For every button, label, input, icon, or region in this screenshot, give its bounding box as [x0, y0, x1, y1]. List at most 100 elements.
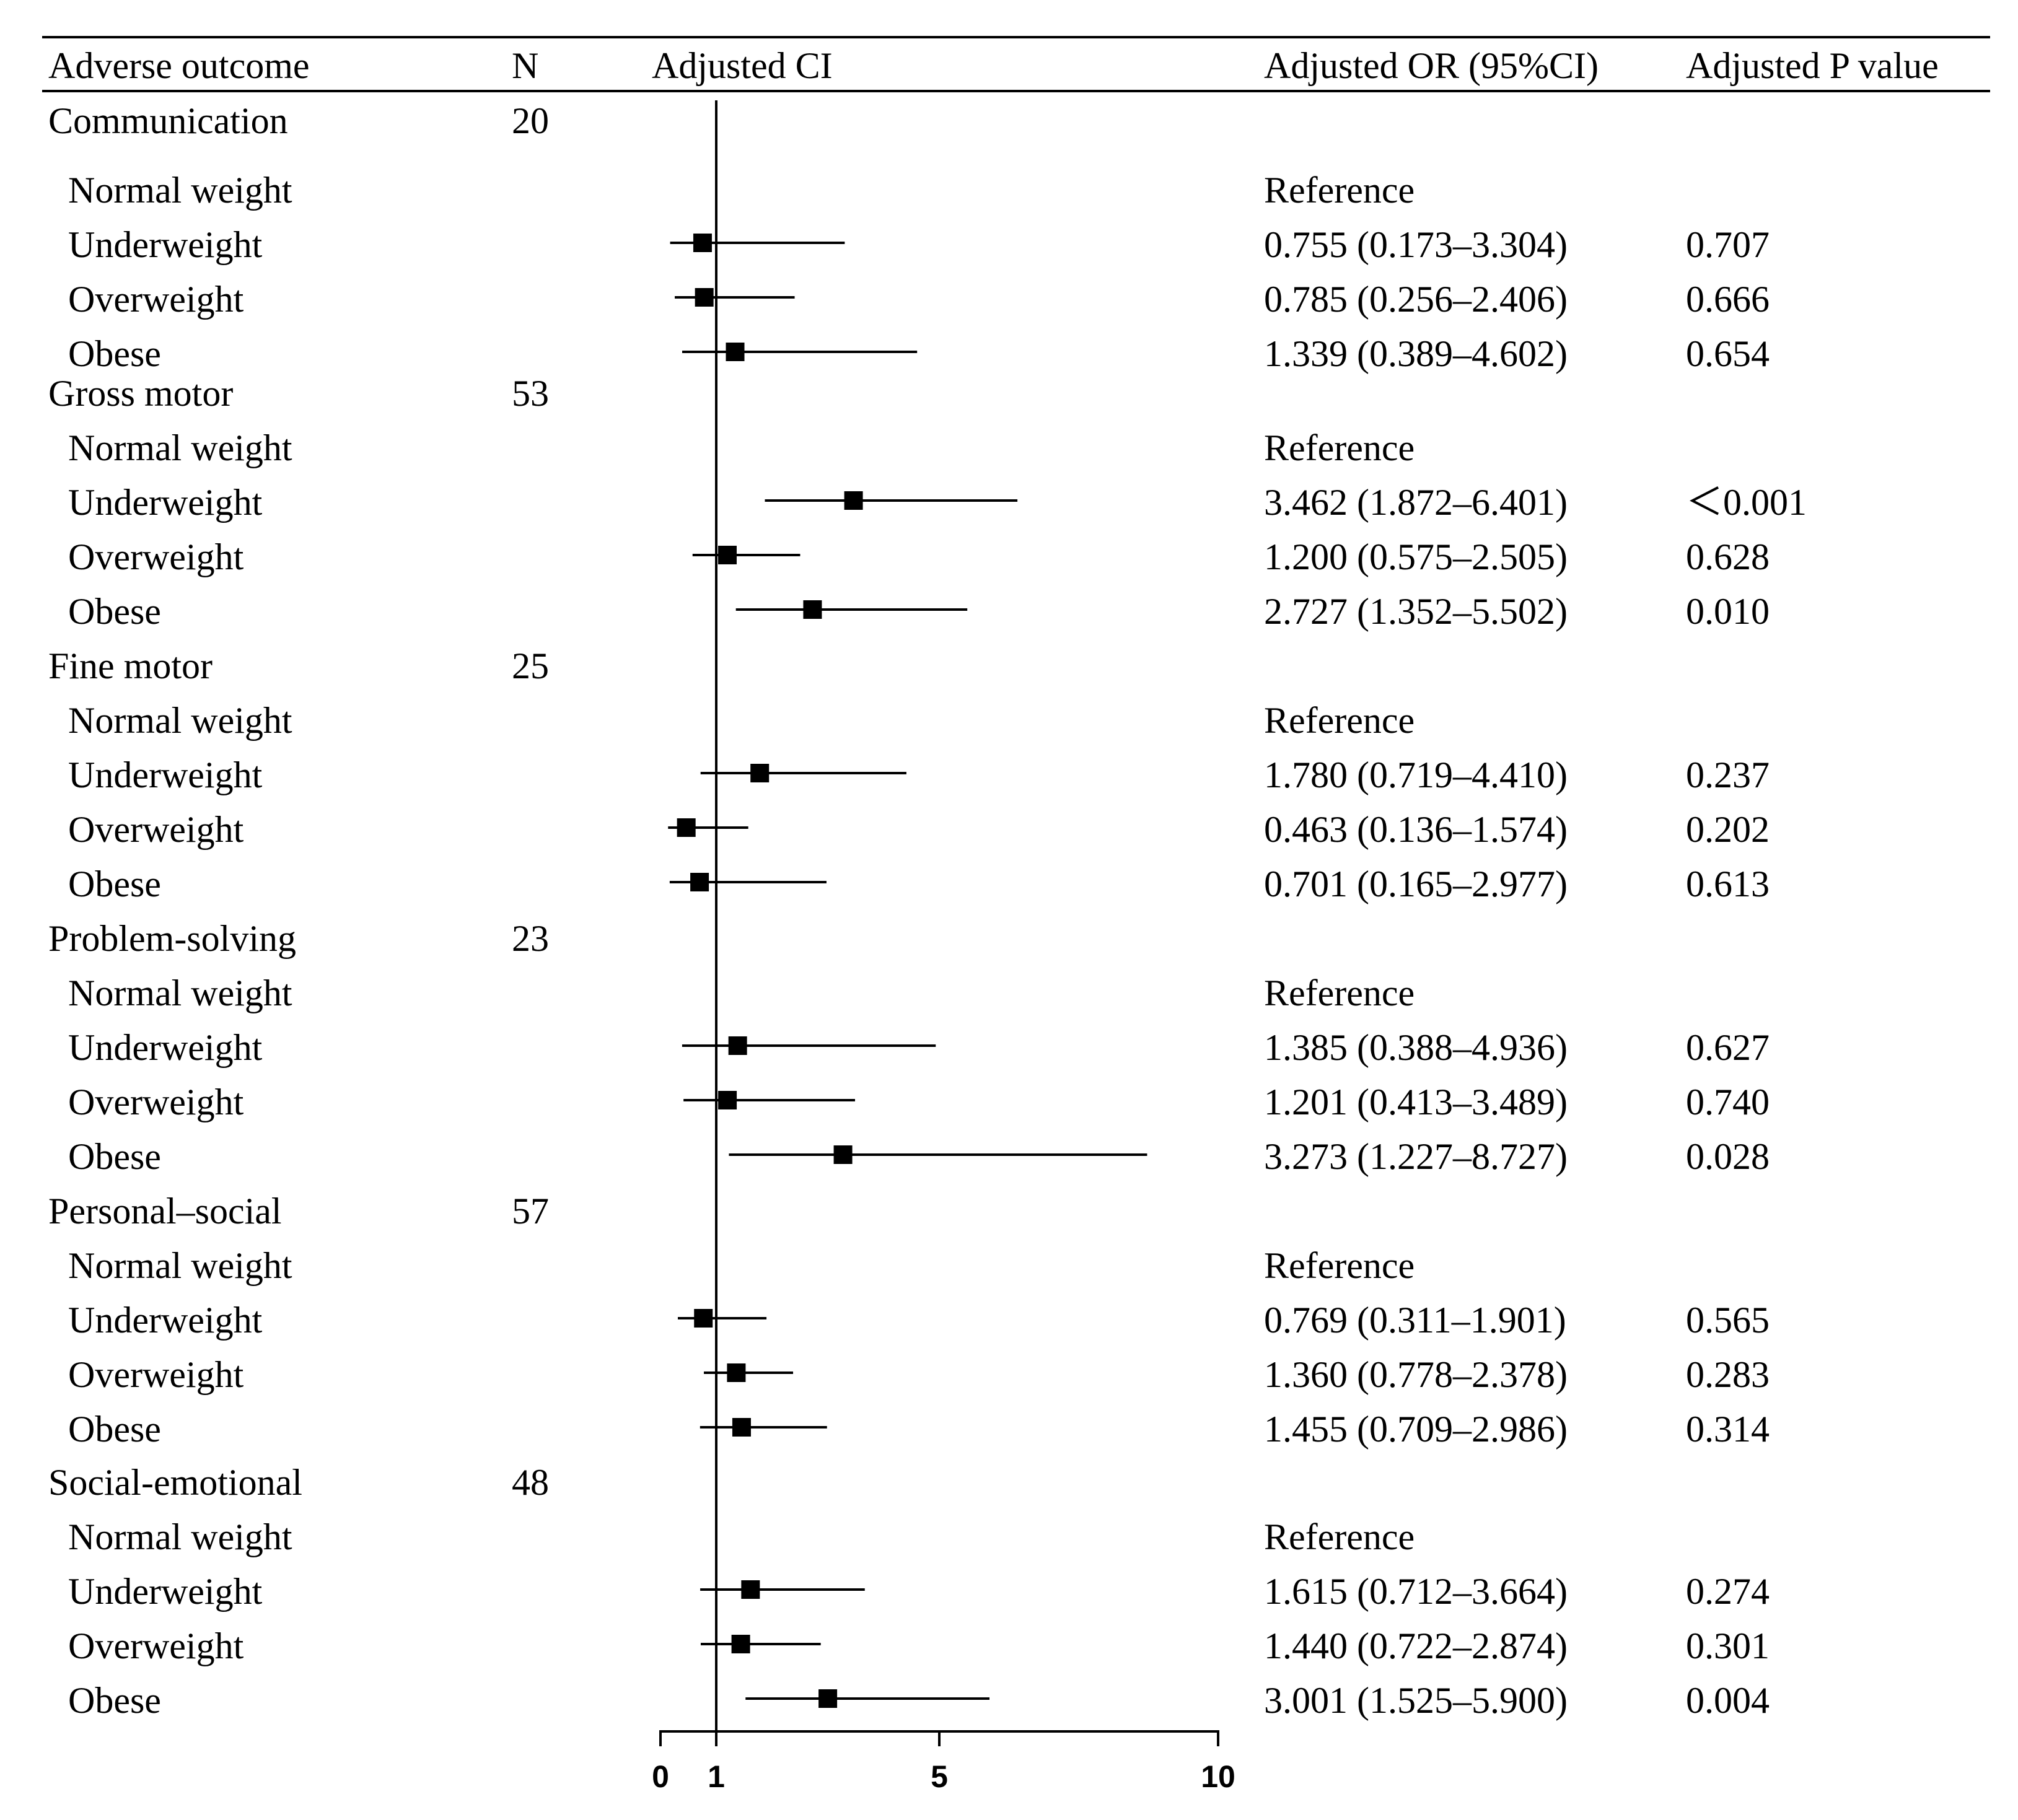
- group-n: 20: [512, 100, 549, 141]
- row-label: Underweight: [68, 482, 263, 523]
- row-label: Normal weight: [68, 1516, 292, 1557]
- row-label: Underweight: [68, 755, 263, 795]
- row-p: 0.565: [1686, 1300, 1770, 1341]
- row-p: 0.628: [1686, 536, 1770, 577]
- row-label: Normal weight: [68, 427, 292, 468]
- row-or: 0.463 (0.136–1.574): [1264, 809, 1568, 850]
- group-label: Fine motor: [48, 645, 213, 686]
- row-or: 3.462 (1.872–6.401): [1264, 482, 1568, 523]
- row-p: 0.666: [1686, 279, 1770, 320]
- or-point: [750, 764, 770, 782]
- row-or: 0.769 (0.311–1.901): [1264, 1300, 1566, 1341]
- row-or: 0.785 (0.256–2.406): [1264, 279, 1568, 320]
- group-n: 48: [512, 1462, 549, 1503]
- group-label: Social-emotional: [48, 1462, 302, 1503]
- x-tick-label: 10: [1201, 1759, 1235, 1794]
- row-p: 0.707: [1686, 224, 1770, 265]
- or-point: [844, 491, 863, 510]
- or-point: [728, 1036, 747, 1055]
- top-rule: [42, 36, 1990, 38]
- row-label: Normal weight: [68, 170, 292, 211]
- row-label: Overweight: [68, 279, 244, 320]
- row-or: 2.727 (1.352–5.502): [1264, 591, 1568, 632]
- x-tick-label: 0: [652, 1759, 669, 1794]
- row-label: Normal weight: [68, 1245, 292, 1286]
- or-point: [695, 288, 714, 307]
- row-p: 0.314: [1686, 1409, 1770, 1450]
- header-p: Adjusted P value: [1686, 45, 1939, 86]
- row-or: 1.200 (0.575–2.505): [1264, 536, 1568, 577]
- row-label: Obese: [68, 1136, 161, 1177]
- header-ci: Adjusted CI: [652, 45, 833, 86]
- row-label: Obese: [68, 1409, 161, 1450]
- x-tick-label: 1: [708, 1759, 725, 1794]
- row-or: 1.201 (0.413–3.489): [1264, 1082, 1568, 1122]
- row-p: 0.654: [1686, 333, 1770, 374]
- group-label: Gross motor: [48, 373, 234, 414]
- row-label: Obese: [68, 1680, 161, 1721]
- row-label: Underweight: [68, 1571, 263, 1612]
- row-p: 0.004: [1686, 1680, 1770, 1721]
- row-p: 0.301: [1686, 1625, 1770, 1666]
- header-or: Adjusted OR (95%CI): [1264, 45, 1599, 86]
- row-p: 0.283: [1686, 1354, 1770, 1395]
- or-point: [718, 546, 737, 564]
- header-outcome: Adverse outcome: [48, 45, 310, 86]
- row-p: 0.202: [1686, 809, 1770, 850]
- row-or: Reference: [1264, 170, 1415, 211]
- row-or: 1.339 (0.389–4.602): [1264, 333, 1568, 374]
- row-or: 3.001 (1.525–5.900): [1264, 1680, 1568, 1721]
- row-p: 0.613: [1686, 864, 1770, 904]
- header-n: N: [512, 45, 539, 86]
- row-label: Underweight: [68, 1300, 263, 1341]
- or-point: [818, 1689, 838, 1708]
- row-label: Obese: [68, 864, 161, 904]
- or-point: [718, 1091, 737, 1109]
- row-or: 1.360 (0.778–2.378): [1264, 1354, 1568, 1395]
- x-tick-label: 5: [931, 1759, 948, 1794]
- row-or: 0.755 (0.173–3.304): [1264, 224, 1568, 265]
- row-p: 0.237: [1686, 755, 1770, 795]
- row-or: 1.615 (0.712–3.664): [1264, 1571, 1568, 1612]
- row-label: Normal weight: [68, 973, 292, 1013]
- header-rule: [42, 90, 1990, 92]
- or-point: [727, 1363, 746, 1382]
- or-point: [677, 818, 696, 837]
- or-point: [726, 343, 745, 361]
- group-label: Communication: [48, 100, 288, 141]
- row-label: Overweight: [68, 1082, 244, 1122]
- or-point: [731, 1635, 750, 1653]
- group-n: 23: [512, 918, 549, 959]
- row-or: Reference: [1264, 1516, 1415, 1557]
- row-or: 0.701 (0.165–2.977): [1264, 864, 1568, 904]
- row-p: 0.740: [1686, 1082, 1770, 1122]
- row-or: 1.780 (0.719–4.410): [1264, 755, 1568, 795]
- group-n: 57: [512, 1191, 549, 1232]
- or-point: [690, 873, 709, 891]
- row-p: 0.274: [1686, 1571, 1770, 1612]
- row-label: Obese: [68, 591, 161, 632]
- row-label: Underweight: [68, 224, 263, 265]
- row-or: 1.440 (0.722–2.874): [1264, 1625, 1568, 1666]
- row-or: 1.385 (0.388–4.936): [1264, 1027, 1568, 1068]
- row-p: 0.028: [1686, 1136, 1770, 1177]
- row-label: Overweight: [68, 536, 244, 577]
- row-label: Obese: [68, 333, 161, 374]
- or-point: [693, 234, 712, 252]
- group-n: 25: [512, 645, 549, 686]
- group-label: Personal–social: [48, 1191, 282, 1232]
- row-or: 3.273 (1.227–8.727): [1264, 1136, 1568, 1177]
- row-label: Overweight: [68, 1354, 244, 1395]
- group-n: 53: [512, 373, 549, 414]
- row-label: Overweight: [68, 809, 244, 850]
- row-or: Reference: [1264, 427, 1415, 468]
- or-point: [732, 1418, 751, 1437]
- or-point: [833, 1145, 853, 1164]
- row-p: 0.010: [1686, 591, 1770, 632]
- row-or: Reference: [1264, 1245, 1415, 1286]
- row-label: Normal weight: [68, 700, 292, 741]
- row-p: 0.627: [1686, 1027, 1770, 1068]
- row-or: Reference: [1264, 973, 1415, 1013]
- row-p: ＜0.001: [1686, 482, 1807, 523]
